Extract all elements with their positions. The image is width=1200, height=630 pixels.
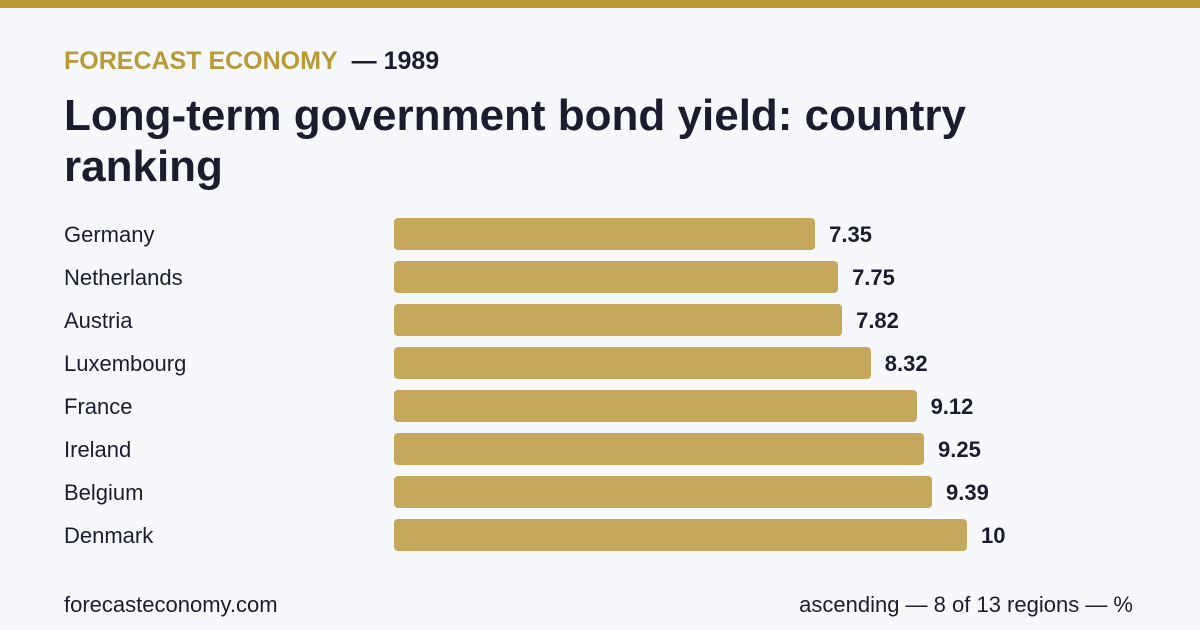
value-label: 9.12 [930,394,974,419]
top-accent-bar [0,0,1200,8]
value-label: 7.75 [852,265,895,290]
category-label: Denmark [64,523,154,548]
category-label: Ireland [64,437,132,462]
site-url[interactable]: forecasteconomy.com [64,592,278,617]
chart-title: Long-term government bond yield: country… [64,91,967,191]
chart-row: Belgium 9.39 [0,473,1200,516]
chart-note: ascending — 8 of 13 regions — % [799,592,1133,617]
chart-row: Luxembourg 8.32 [0,344,1200,387]
value-label: 7.82 [856,308,899,333]
bar [394,347,871,379]
chart-row: Germany 7.35 [0,215,1200,258]
bar [394,261,839,293]
category-label: France [64,394,133,419]
bar [394,433,925,465]
kicker: FORECAST ECONOMY — 1989 [64,45,439,77]
chart-row: Austria 7.82 [0,301,1200,344]
year-label: — 1989 [351,47,440,75]
chart-row: Netherlands 7.75 [0,258,1200,301]
bar [394,218,816,250]
category-label: Germany [64,222,155,247]
value-label: 9.39 [946,480,989,505]
value-label: 9.25 [938,437,981,462]
category-label: Austria [64,308,133,333]
chart-row: Denmark 10 [0,516,1200,559]
category-label: Belgium [64,480,144,505]
bar [394,390,917,422]
brand-name: FORECAST ECONOMY [64,47,338,75]
chart-row: Ireland 9.25 [0,430,1200,473]
chart-row: France 9.12 [0,387,1200,430]
bar [394,519,967,551]
bar [394,476,933,508]
category-label: Netherlands [64,265,183,290]
value-label: 10 [981,523,1006,548]
category-label: Luxembourg [64,351,187,376]
value-label: 8.32 [884,351,928,376]
value-label: 7.35 [829,222,872,247]
bar [394,304,843,336]
